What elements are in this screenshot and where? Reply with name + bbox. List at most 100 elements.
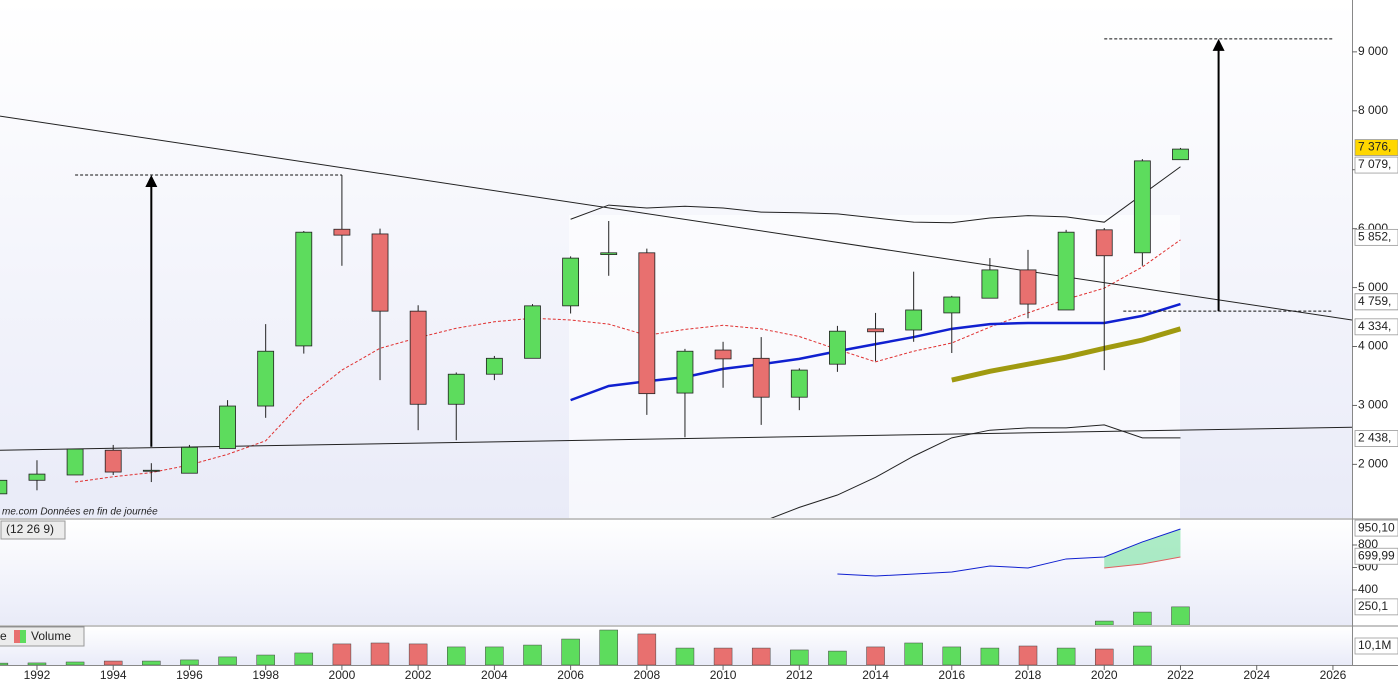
y-tick-label: 800	[1358, 537, 1378, 551]
x-tick-label: 1994	[100, 668, 127, 682]
volume-bar	[1094, 648, 1114, 665]
arrow-head	[1212, 38, 1225, 51]
price-label: 699,99	[1358, 548, 1395, 562]
volume-bar	[637, 633, 657, 665]
legend-icon	[14, 630, 20, 643]
price-label: 4 759,	[1358, 294, 1391, 308]
volume-bar	[751, 647, 771, 665]
volume-bar	[904, 642, 923, 665]
price-label: 250,1	[1358, 599, 1388, 613]
x-tick-label: 2020	[1091, 668, 1118, 682]
volume-bar	[218, 656, 237, 665]
volume-bar	[713, 647, 733, 665]
price-badge	[1354, 547, 1398, 565]
price-badge	[1354, 156, 1398, 174]
volume-bar	[65, 661, 85, 665]
volume-bar	[980, 647, 1000, 665]
candle-body	[600, 252, 618, 255]
candle-body	[638, 252, 656, 395]
candle-body	[104, 449, 122, 473]
x-tick-label: 2026	[1320, 668, 1347, 682]
candle-body	[981, 269, 999, 299]
x-tick-label: 2014	[862, 668, 889, 682]
volume-bar	[332, 643, 352, 665]
y-tick-label: 8 000	[1358, 103, 1388, 117]
candle-body	[485, 357, 503, 375]
volume-bar	[561, 638, 580, 665]
y-tick-label: 4 000	[1358, 339, 1388, 353]
volume-legend: Volume	[31, 629, 71, 643]
x-tick-label: 1996	[176, 668, 203, 682]
price-label: 7 079,	[1358, 157, 1391, 171]
indicator-line	[1104, 556, 1181, 569]
price-label: 2 438,	[1358, 431, 1391, 445]
candle-body	[829, 330, 846, 365]
candle-body	[867, 328, 884, 333]
main-plot	[0, 38, 1352, 518]
volume-bar	[523, 644, 542, 665]
volume-bar	[180, 659, 199, 665]
price-label: 10,1M	[1358, 638, 1391, 652]
x-tick-label: 1992	[24, 668, 51, 682]
candle-body	[790, 369, 808, 398]
volume-bar	[1018, 645, 1038, 665]
legend-icon	[20, 630, 26, 643]
volume-plot	[0, 629, 1152, 665]
overlay-line	[570, 166, 1181, 224]
x-tick-label: 2006	[557, 668, 584, 682]
watermark: me.com Données en fin de journée	[2, 507, 158, 518]
volume-bar	[370, 642, 390, 665]
volume-bar	[408, 643, 428, 665]
candle-body	[333, 228, 351, 236]
indicator-panel	[0, 520, 1352, 625]
x-tick-label: 2016	[938, 668, 965, 682]
volume-bar	[866, 646, 885, 665]
volume-legend-prefix: e	[0, 629, 7, 643]
price-label: 7 376,	[1358, 140, 1391, 154]
x-tick-label: 1998	[252, 668, 279, 682]
candle-body	[1057, 231, 1075, 311]
histogram-bar	[1171, 606, 1190, 625]
indicator-line	[837, 528, 1181, 577]
histogram-bar	[1133, 611, 1152, 625]
x-tick-label: 2000	[329, 668, 356, 682]
volume-bar	[142, 660, 161, 665]
volume-bar	[675, 647, 695, 665]
legend-box	[0, 520, 66, 540]
y-tick-label: 9 000	[1358, 44, 1388, 58]
signal-fill	[1104, 529, 1181, 568]
candle-body	[524, 305, 541, 359]
arrow-head	[145, 175, 158, 188]
volume-bar	[256, 654, 275, 665]
volume-bar	[942, 646, 962, 665]
price-badge	[1354, 228, 1398, 246]
volume-bar	[103, 660, 123, 665]
price-badge	[1354, 430, 1398, 447]
x-tick-label: 2010	[710, 668, 737, 682]
candle-body	[142, 469, 160, 472]
candle-body	[0, 479, 8, 495]
overlay-line	[951, 326, 1182, 383]
candle-body	[371, 233, 389, 312]
candle-body	[28, 473, 46, 481]
x-tick-label: 2024	[1243, 668, 1270, 682]
price-badge	[1354, 637, 1398, 655]
candle-body	[66, 448, 84, 476]
candle-body	[1095, 229, 1113, 257]
indicator-plot	[837, 528, 1190, 625]
volume-bar	[599, 629, 618, 665]
histogram-bar	[1094, 620, 1114, 625]
price-badge	[1354, 598, 1398, 616]
price-badge	[1354, 519, 1398, 537]
candle-body	[1019, 269, 1037, 305]
volume-bar	[0, 662, 9, 665]
price-badge	[1354, 139, 1398, 156]
y-tick-label: 5 000	[1358, 280, 1388, 294]
candle-body	[714, 349, 732, 360]
candle-body	[257, 350, 275, 407]
volume-bar	[447, 646, 466, 665]
x-tick-label: 2012	[786, 668, 813, 682]
candle-body	[181, 446, 198, 474]
